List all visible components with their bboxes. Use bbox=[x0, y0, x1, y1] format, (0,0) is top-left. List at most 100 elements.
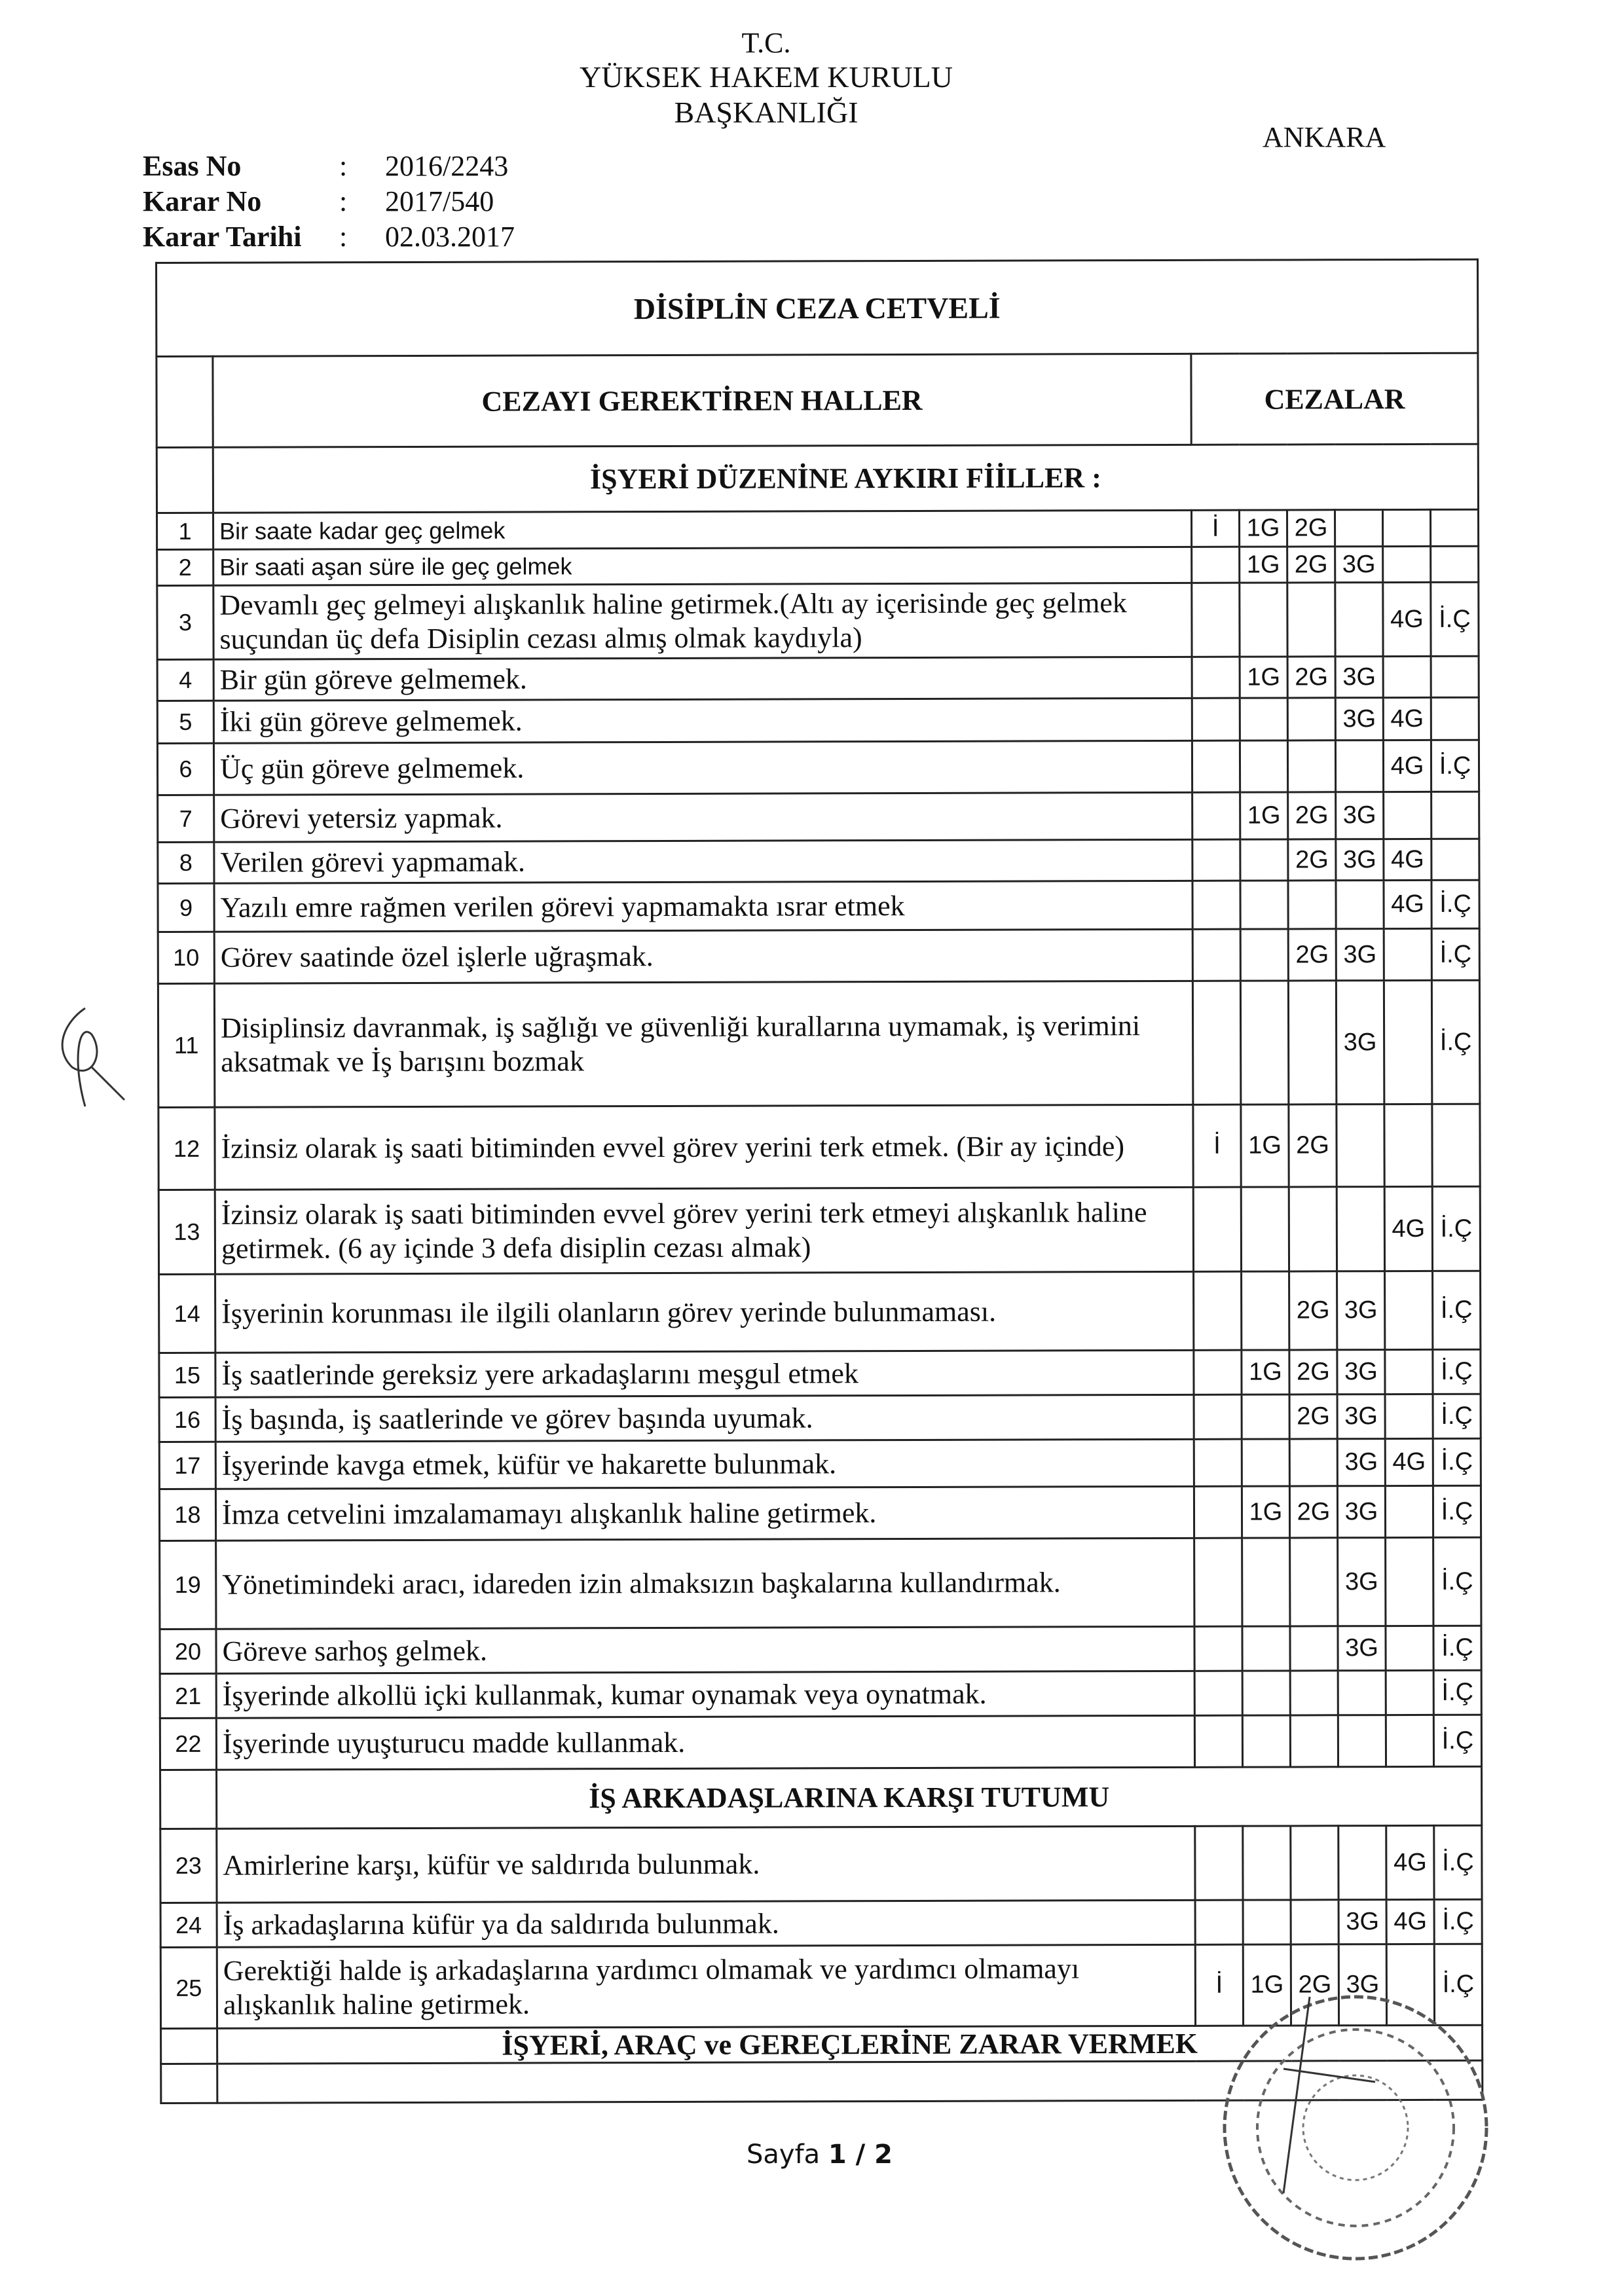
official-stamp bbox=[1223, 1995, 1488, 2261]
penalty-cell-1G bbox=[1243, 1899, 1291, 1945]
table-title: DİSİPLİN CEZA CETVELİ bbox=[156, 259, 1478, 357]
row-number: 15 bbox=[158, 1353, 216, 1398]
header-city: ANKARA bbox=[1263, 121, 1386, 153]
meta-label: Esas No bbox=[143, 150, 242, 182]
penalty-cell-İ bbox=[1194, 1394, 1242, 1440]
penalty-cell-4G: 4G bbox=[1385, 1438, 1433, 1486]
penalty-cell-2G: 2G bbox=[1289, 1485, 1338, 1538]
case-description: İşyerinde uyuşturucu madde kullanmak. bbox=[216, 1715, 1195, 1770]
row-number: 24 bbox=[160, 1903, 217, 1948]
penalty-cell-İ.Ç: İ.Ç bbox=[1432, 1349, 1481, 1394]
penalty-cell-4G: 4G bbox=[1383, 740, 1431, 792]
penalty-cell-3G bbox=[1338, 1825, 1387, 1900]
section-row: İŞ ARKADAŞLARINA KARŞI TUTUMU bbox=[160, 1766, 1482, 1829]
penalty-cell-2G: 2G bbox=[1288, 1104, 1337, 1187]
penalty-cell-İ bbox=[1194, 1715, 1243, 1768]
penalty-cell-İ.Ç: İ.Ç bbox=[1431, 980, 1480, 1104]
penalty-cell-İ.Ç: İ.Ç bbox=[1431, 740, 1479, 792]
table-row: 9 Yazılı emre rağmen verilen görevi yapma… bbox=[157, 880, 1480, 932]
penalty-cell-1G bbox=[1240, 928, 1289, 981]
table-row: 22 İşyerinde uyuşturucu madde kullanmak. İ… bbox=[160, 1715, 1482, 1770]
row-number: 6 bbox=[157, 743, 214, 795]
penalty-cell-İ.Ç bbox=[1430, 546, 1479, 583]
case-description: İzinsiz olarak iş saati bitiminden evvel… bbox=[214, 1104, 1194, 1190]
table-row: 13 İzinsiz olarak iş saati bitiminden evv… bbox=[158, 1186, 1481, 1275]
table-row: 18 İmza cetvelini imzalamamayı alışkanlık… bbox=[159, 1485, 1481, 1541]
row-number: 20 bbox=[159, 1629, 217, 1674]
penalty-cell-İ.Ç bbox=[1431, 839, 1480, 881]
meta-karar-tarihi: Karar Tarihi: 02.03.2017 bbox=[143, 220, 515, 253]
case-description: İşyerinin korunması ile ilgili olanların… bbox=[215, 1271, 1194, 1353]
penalty-cell-İ.Ç: İ.Ç bbox=[1433, 1715, 1482, 1767]
penalty-cell-3G: 3G bbox=[1337, 1626, 1386, 1671]
table-row: 16 İş başında, iş saatlerinde ve görev ba… bbox=[159, 1394, 1481, 1442]
penalty-cell-3G: 3G bbox=[1337, 1485, 1386, 1538]
penalty-cell-4G bbox=[1384, 928, 1432, 981]
penalty-cell-İ bbox=[1193, 1187, 1242, 1272]
table-row: 15 İş saatlerinde gereksiz yere arkadaşla… bbox=[158, 1349, 1481, 1398]
case-description: Bir gün göreve gelmemek. bbox=[213, 657, 1192, 701]
penalty-cell-2G bbox=[1289, 1537, 1338, 1626]
penalty-cell-4G: 4G bbox=[1383, 697, 1431, 740]
penalty-cell-İ bbox=[1194, 1626, 1243, 1671]
penalty-cell-2G: 2G bbox=[1287, 656, 1336, 698]
case-description: Verilen görevi yapmamak. bbox=[213, 839, 1192, 884]
penalty-cell-İ: İ bbox=[1191, 510, 1240, 547]
penalty-cell-2G bbox=[1289, 1626, 1338, 1671]
penalty-cell-1G bbox=[1242, 1394, 1290, 1440]
row-number: 8 bbox=[157, 842, 214, 884]
row-number: 5 bbox=[157, 701, 214, 744]
penalty-cell-1G: 1G bbox=[1240, 656, 1288, 699]
penalty-cell-4G bbox=[1383, 792, 1431, 839]
table-row: 14 İşyerinin korunması ile ilgili olanlar… bbox=[158, 1271, 1481, 1353]
penalty-cell-4G bbox=[1384, 1104, 1433, 1187]
penalty-cell-4G bbox=[1384, 980, 1432, 1104]
table-row: 1 Bir saate kadar geç gelmek İ 1G 2G bbox=[157, 509, 1479, 550]
penalty-cell-4G bbox=[1382, 546, 1431, 583]
case-description: İş başında, iş saatlerinde ve görev başı… bbox=[215, 1394, 1194, 1442]
penalty-cell-2G: 2G bbox=[1287, 792, 1336, 839]
penalty-cell-2G bbox=[1287, 740, 1336, 792]
penalty-cell-1G: 1G bbox=[1240, 792, 1288, 840]
case-description: Yönetimindeki aracı, idareden izin almak… bbox=[215, 1538, 1194, 1630]
penalty-cell-1G: 1G bbox=[1242, 1485, 1290, 1539]
penalty-cell-İ.Ç: İ.Ç bbox=[1433, 1825, 1483, 1900]
table-row: 10 Görev saatinde özel işlerle uğraşmak. 2… bbox=[158, 928, 1480, 984]
case-description: Bir saati aşan süre ile geç gelmek bbox=[213, 547, 1192, 586]
section-row: İŞYERİ DÜZENİNE AYKIRI FİİLLER : bbox=[157, 444, 1479, 513]
table-row: 5 İki gün göreve gelmemek. 3G 4G bbox=[157, 697, 1479, 744]
penalty-cell-İ.Ç bbox=[1431, 697, 1479, 740]
penalty-cell-3G: 3G bbox=[1335, 839, 1384, 881]
penalty-cell-3G: 3G bbox=[1337, 1537, 1386, 1626]
penalty-cell-4G bbox=[1385, 1485, 1433, 1538]
penalty-cell-İ bbox=[1191, 547, 1240, 583]
header-blank bbox=[156, 356, 213, 448]
page-number: Sayfa 1 / 2 bbox=[747, 2140, 893, 2170]
penalty-cell-İ.Ç bbox=[1431, 792, 1479, 839]
row-number: 11 bbox=[158, 983, 215, 1108]
penalty-cell-3G: 3G bbox=[1335, 656, 1384, 698]
penalty-cell-3G: 3G bbox=[1337, 1394, 1386, 1439]
penalty-cell-3G bbox=[1335, 880, 1384, 929]
penalty-cell-2G: 2G bbox=[1289, 1349, 1338, 1394]
penalty-cell-2G: 2G bbox=[1288, 928, 1337, 981]
penalty-cell-1G: 1G bbox=[1240, 1104, 1289, 1188]
penalty-cell-İ.Ç: İ.Ç bbox=[1432, 1186, 1481, 1271]
table-row: 4 Bir gün göreve gelmemek. 1G 2G 3G bbox=[157, 656, 1479, 701]
row-number: 4 bbox=[157, 659, 214, 701]
penalty-cell-İ bbox=[1192, 698, 1240, 741]
penalty-cell-İ.Ç: İ.Ç bbox=[1430, 582, 1479, 657]
row-number: 10 bbox=[158, 932, 215, 984]
penalty-cell-İ bbox=[1194, 1671, 1243, 1716]
row-number: 7 bbox=[157, 795, 214, 843]
penalty-cell-2G bbox=[1288, 980, 1337, 1104]
row-number: 13 bbox=[158, 1190, 215, 1275]
penalty-cell-4G: 4G bbox=[1382, 582, 1431, 657]
penalty-cell-3G bbox=[1336, 1104, 1385, 1187]
penalty-cell-İ.Ç: İ.Ç bbox=[1433, 1438, 1481, 1486]
case-description: Yazılı emre rağmen verilen görevi yapmam… bbox=[213, 881, 1193, 932]
section-blank bbox=[160, 2028, 217, 2064]
table-row: 8 Verilen görevi yapmamak. 2G 3G 4G bbox=[157, 839, 1480, 884]
case-description: Göreve sarhoş gelmek. bbox=[215, 1626, 1195, 1674]
row-number: 19 bbox=[159, 1540, 216, 1630]
